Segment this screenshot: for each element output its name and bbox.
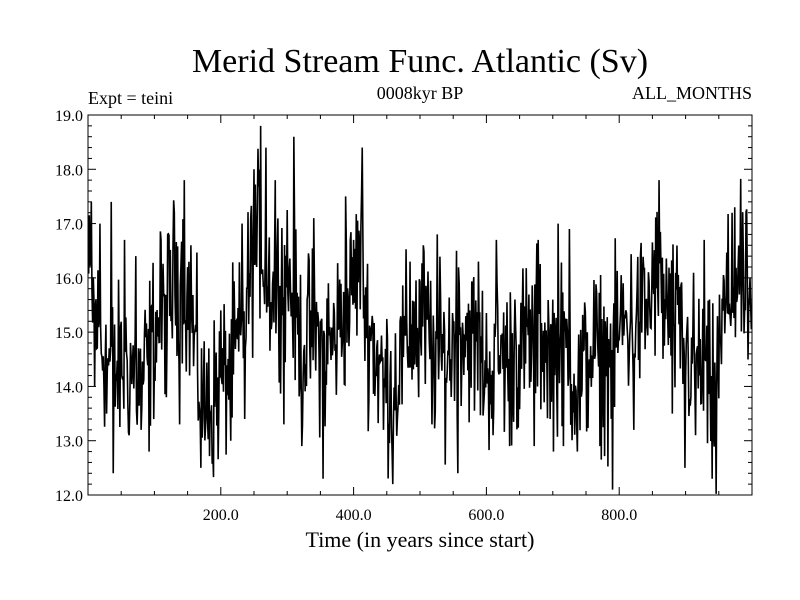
y-tick-label: 15.0 [55,325,83,342]
x-tick-label: 400.0 [336,507,372,524]
chart-title: Merid Stream Func. Atlantic (Sv) [192,43,648,80]
y-tick-label: 16.0 [55,271,83,288]
y-tick-label: 18.0 [55,162,83,179]
months-label: ALL_MONTHS [632,83,752,103]
y-tick-label: 13.0 [55,434,83,451]
stream-function-line [87,125,753,494]
x-tick-label: 200.0 [203,507,239,524]
y-tick-label: 14.0 [55,379,83,396]
experiment-label: Expt = teini [88,88,173,108]
y-tick-label: 17.0 [55,217,83,234]
x-tick-label: 800.0 [601,507,637,524]
y-tick-label: 12.0 [55,488,83,505]
x-axis-label: Time (in years since start) [306,527,535,552]
data-series [87,125,753,494]
x-axis: 200.0 400.0 600.0 800.0 [120,115,720,524]
y-tick-label: 19.0 [55,108,83,125]
y-axis: 12.0 13.0 14.0 15.0 16.0 17.0 18.0 19.0 [55,108,752,505]
x-tick-label: 600.0 [468,507,504,524]
period-label: 0008kyr BP [377,83,464,103]
